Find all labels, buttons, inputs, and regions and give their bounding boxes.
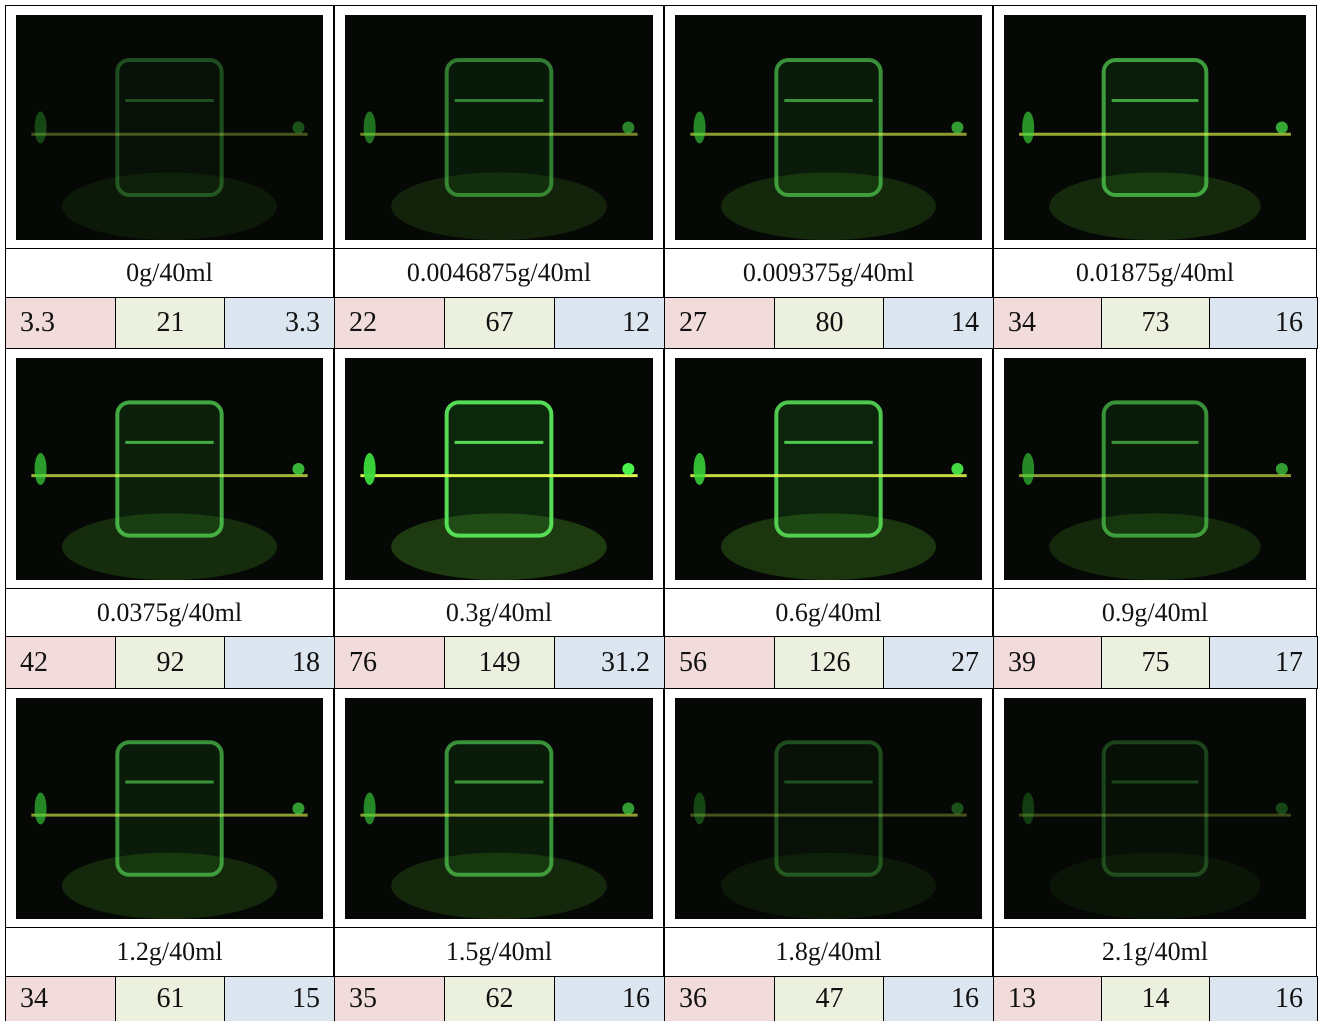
rgb-value: 34: [993, 297, 1102, 349]
rgb-value: 27: [883, 636, 994, 689]
rgb-value: 12: [554, 297, 665, 349]
concentration-label: 0.0046875g/40ml: [334, 248, 664, 298]
photo: [675, 698, 982, 919]
rgb-value: 16: [883, 976, 994, 1021]
photo: [16, 358, 323, 580]
photo: [675, 358, 982, 580]
photo: [1004, 15, 1306, 240]
photo: [345, 15, 653, 240]
photo-cell: [664, 688, 993, 928]
rgb-value: 17: [1209, 636, 1318, 689]
rgb-value: 35: [334, 976, 445, 1021]
page: 0g/40ml3.3213.30.0046875g/40ml2267120.00…: [0, 0, 1319, 1021]
concentration-label: 2.1g/40ml: [993, 927, 1317, 977]
rgb-value: 15: [224, 976, 335, 1021]
rgb-value: 27: [664, 297, 775, 349]
photo-cell: [5, 5, 334, 249]
photo: [345, 358, 653, 580]
rgb-value: 76: [334, 636, 445, 689]
rgb-value: 14: [883, 297, 994, 349]
concentration-label: 1.8g/40ml: [664, 927, 993, 977]
photo-cell: [334, 688, 664, 928]
rgb-value: 16: [1209, 297, 1318, 349]
rgb-value: 126: [774, 636, 885, 689]
concentration-label: 0g/40ml: [5, 248, 334, 298]
rgb-value: 47: [774, 976, 885, 1021]
rgb-value: 16: [1209, 976, 1318, 1021]
photo-cell: [664, 348, 993, 589]
rgb-value: 22: [334, 297, 445, 349]
rgb-value: 73: [1101, 297, 1210, 349]
rgb-value: 34: [5, 976, 116, 1021]
concentration-label: 0.01875g/40ml: [993, 248, 1317, 298]
rgb-value: 62: [444, 976, 555, 1021]
concentration-label: 1.2g/40ml: [5, 927, 334, 977]
rgb-value: 56: [664, 636, 775, 689]
rgb-value: 80: [774, 297, 885, 349]
photo-cell: [664, 5, 993, 249]
photo: [1004, 358, 1306, 580]
rgb-value: 42: [5, 636, 116, 689]
concentration-label: 0.9g/40ml: [993, 588, 1317, 637]
rgb-value: 67: [444, 297, 555, 349]
photo-cell: [5, 348, 334, 589]
concentration-label: 1.5g/40ml: [334, 927, 664, 977]
photo-cell: [334, 348, 664, 589]
photo: [16, 15, 323, 240]
rgb-value: 61: [115, 976, 226, 1021]
rgb-value: 92: [115, 636, 226, 689]
concentration-label: 0.6g/40ml: [664, 588, 993, 637]
photo: [16, 698, 323, 919]
photo-cell: [993, 688, 1317, 928]
photo: [345, 698, 653, 919]
concentration-label: 0.3g/40ml: [334, 588, 664, 637]
rgb-value: 75: [1101, 636, 1210, 689]
rgb-value: 39: [993, 636, 1102, 689]
photo: [1004, 698, 1306, 919]
concentration-label: 0.0375g/40ml: [5, 588, 334, 637]
rgb-value: 21: [115, 297, 226, 349]
rgb-value: 36: [664, 976, 775, 1021]
rgb-value: 3.3: [224, 297, 335, 349]
concentration-label: 0.009375g/40ml: [664, 248, 993, 298]
photo-cell: [5, 688, 334, 928]
rgb-value: 149: [444, 636, 555, 689]
photo-cell: [993, 5, 1317, 249]
photo-cell: [993, 348, 1317, 589]
photo: [675, 15, 982, 240]
rgb-value: 31.2: [554, 636, 665, 689]
rgb-value: 13: [993, 976, 1102, 1021]
rgb-value: 16: [554, 976, 665, 1021]
rgb-value: 14: [1101, 976, 1210, 1021]
rgb-value: 3.3: [5, 297, 116, 349]
rgb-value: 18: [224, 636, 335, 689]
photo-cell: [334, 5, 664, 249]
